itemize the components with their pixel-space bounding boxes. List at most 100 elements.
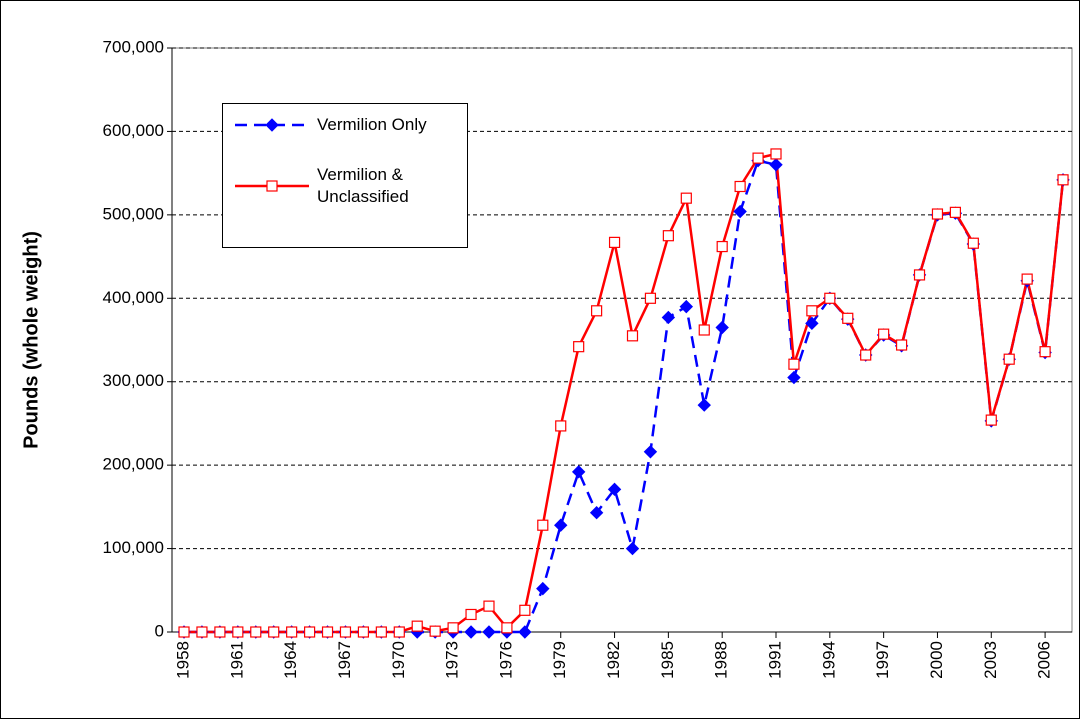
data-point — [303, 626, 316, 638]
x-tick-label: 1961 — [227, 641, 246, 679]
x-tick-label: 1973 — [443, 641, 462, 679]
y-tick-label: 500,000 — [103, 204, 164, 223]
data-point — [842, 312, 854, 324]
x-tick-label: 1967 — [335, 641, 354, 679]
y-tick-label: 200,000 — [103, 455, 164, 474]
legend-marker — [265, 118, 279, 132]
data-point — [519, 604, 531, 616]
data-point — [411, 620, 423, 632]
x-tick-label: 2000 — [927, 641, 946, 679]
data-point — [591, 305, 603, 317]
x-tick-label: 1988 — [712, 641, 731, 679]
data-point — [482, 625, 496, 639]
data-point — [715, 320, 729, 335]
data-point — [770, 148, 782, 160]
data-point — [589, 505, 604, 520]
legend-icon — [235, 118, 309, 132]
data-point — [214, 626, 226, 638]
data-point — [644, 292, 657, 304]
data-point — [860, 349, 872, 361]
data-point — [483, 600, 495, 612]
data-point — [357, 626, 370, 638]
x-tick-label: 1958 — [174, 641, 193, 679]
data-point — [985, 414, 997, 426]
x-tick-label: 1994 — [819, 641, 838, 679]
x-tick-label: 1985 — [658, 641, 677, 679]
data-point — [555, 420, 567, 432]
data-point — [679, 299, 694, 314]
data-point — [734, 180, 746, 193]
data-point — [321, 626, 334, 638]
y-tick-label: 0 — [155, 621, 164, 640]
data-point — [733, 204, 747, 219]
y-tick-label: 600,000 — [103, 121, 164, 140]
data-point — [752, 152, 764, 164]
legend-item: Vermilion Only — [233, 114, 457, 136]
x-tick-label: 1982 — [604, 641, 623, 679]
data-point — [393, 626, 405, 638]
data-point — [447, 622, 459, 634]
x-tick-label: 1970 — [389, 641, 408, 679]
data-point — [626, 330, 639, 342]
legend-item: Vermilion & Unclassified — [233, 164, 457, 208]
x-tick-label: 1976 — [496, 641, 515, 679]
data-point — [286, 626, 298, 638]
legend-marker — [266, 180, 278, 192]
x-tick-label: 2006 — [1035, 641, 1054, 679]
data-point — [571, 465, 586, 479]
data-point — [375, 626, 387, 638]
data-point — [250, 626, 262, 638]
data-point — [339, 626, 352, 638]
data-point — [465, 608, 477, 621]
x-tick-label: 2003 — [981, 641, 1000, 679]
data-point — [501, 622, 513, 634]
data-point — [232, 626, 244, 638]
data-point — [878, 328, 890, 340]
data-point — [464, 625, 478, 639]
data-point — [554, 518, 568, 532]
data-point — [1003, 353, 1015, 365]
data-point — [805, 316, 819, 331]
y-tick-label: 100,000 — [103, 538, 164, 557]
y-tick-label: 700,000 — [103, 37, 164, 56]
legend-label: Vermilion & Unclassified — [317, 165, 409, 206]
data-point — [716, 240, 728, 253]
data-point — [769, 158, 783, 172]
x-tick-label: 1979 — [550, 641, 569, 679]
data-point — [661, 310, 676, 325]
data-point — [913, 269, 926, 281]
data-point — [662, 230, 674, 242]
data-point — [697, 398, 711, 412]
data-point — [607, 482, 622, 497]
data-point — [680, 192, 692, 204]
data-point — [787, 370, 801, 385]
data-point — [931, 208, 944, 220]
data-point — [949, 206, 961, 218]
data-point — [1021, 273, 1033, 285]
data-point — [1039, 346, 1051, 358]
data-point — [824, 292, 836, 304]
data-point — [573, 341, 585, 353]
data-point — [967, 237, 979, 249]
data-point — [643, 445, 658, 459]
data-point — [806, 305, 818, 317]
y-axis-label: Pounds (whole weight) — [20, 231, 42, 449]
data-point — [608, 236, 621, 248]
data-point — [698, 324, 710, 336]
y-tick-label: 300,000 — [103, 371, 164, 390]
x-tick-label: 1991 — [765, 641, 784, 679]
legend: Vermilion Only Vermilion & Unclassified — [222, 103, 468, 248]
data-point — [788, 358, 800, 370]
y-tick-label: 400,000 — [103, 288, 164, 307]
data-point — [537, 519, 549, 531]
data-point — [625, 541, 640, 556]
data-point — [268, 626, 280, 638]
data-point — [429, 625, 441, 637]
data-point — [1057, 174, 1069, 186]
legend-icon — [235, 180, 309, 192]
data-point — [178, 626, 190, 638]
data-point — [518, 625, 532, 639]
legend-label: Vermilion Only — [317, 115, 427, 134]
